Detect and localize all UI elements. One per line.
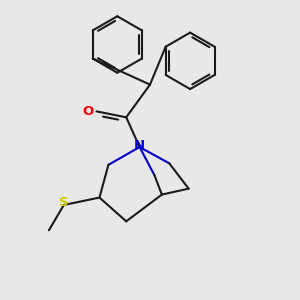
Text: N: N	[134, 139, 145, 152]
Text: O: O	[82, 105, 94, 118]
Text: S: S	[59, 196, 69, 208]
